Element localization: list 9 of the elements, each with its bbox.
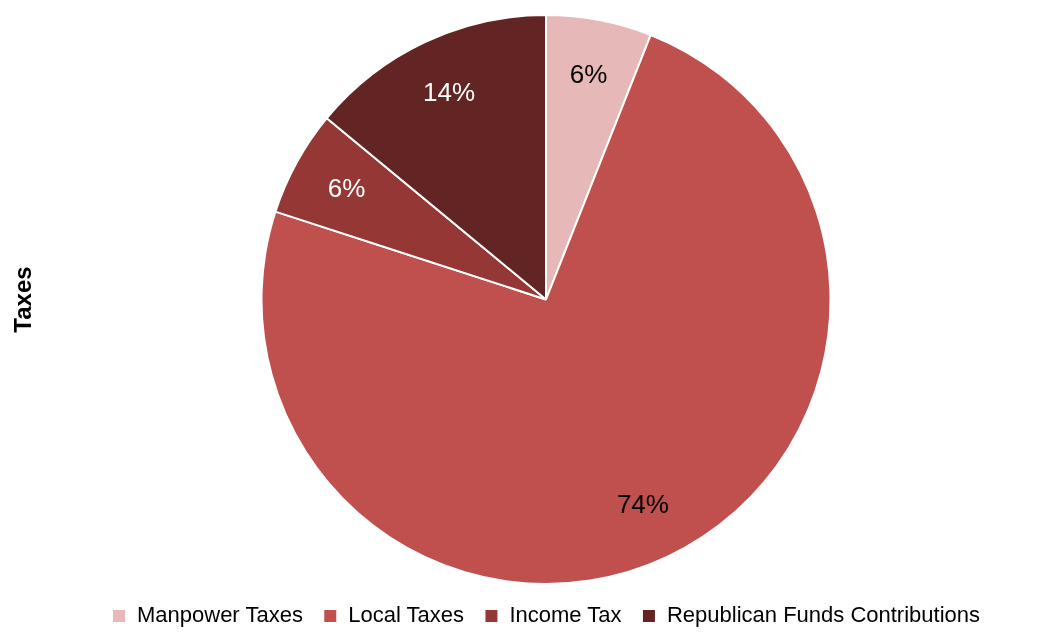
data-label: 74% [616, 488, 669, 519]
data-label: 14% [423, 76, 476, 107]
data-label: 6% [327, 173, 366, 204]
legend-label: Manpower Taxes [136, 602, 303, 628]
legend-label: Republican Funds Contributions [666, 602, 981, 628]
text: Taxes [8, 266, 36, 333]
data-label: 6% [569, 59, 608, 90]
legend-label: Local Taxes [348, 602, 465, 628]
legend-label: Income Tax [509, 602, 622, 628]
